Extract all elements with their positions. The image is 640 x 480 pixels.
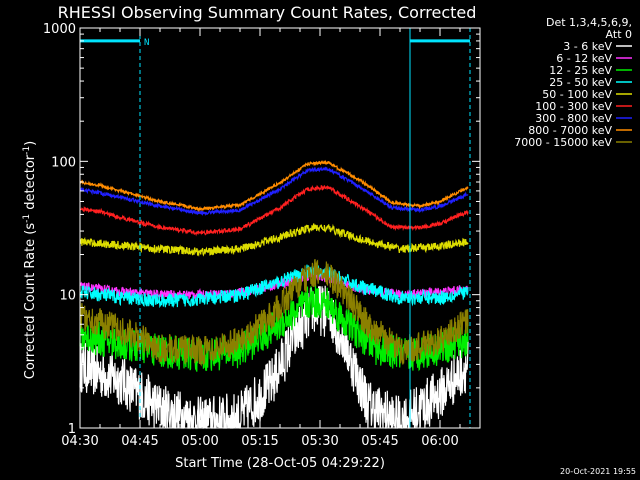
x-tick-label: 06:00	[421, 434, 458, 449]
legend-entry-label: 25 - 50 keV	[549, 76, 612, 89]
legend-header: Det 1,3,4,5,6,9,	[546, 16, 632, 29]
y-tick-label: 100	[51, 155, 76, 170]
y-axis-label-sup1: -1	[22, 214, 32, 223]
legend-entry-label: 6 - 12 keV	[556, 52, 612, 65]
y-axis-label-end: )	[23, 141, 38, 146]
x-tick-label: 05:00	[181, 434, 218, 449]
y-tick-label: 1	[68, 422, 76, 437]
legend-entry-label: 300 - 800 keV	[535, 112, 612, 125]
chart-title: RHESSI Observing Summary Count Rates, Co…	[58, 3, 477, 22]
series-line	[79, 264, 469, 309]
y-axis-label-main: Corrected Count Rate (s	[23, 223, 38, 380]
series-line	[79, 184, 469, 237]
x-tick-label: 05:45	[361, 434, 398, 449]
legend-header: Att 0	[606, 28, 632, 41]
series-line	[79, 223, 469, 257]
legend-entry-label: 12 - 25 keV	[549, 64, 612, 77]
series-line	[79, 166, 469, 217]
series-line	[79, 159, 469, 213]
y-axis-label-mid: detector	[23, 154, 38, 214]
footer-timestamp: 20-Oct-2021 19:55	[560, 467, 636, 476]
legend-entry-label: 7000 - 15000 keV	[514, 136, 612, 149]
y-axis-label: Corrected Count Rate (s-1 detector-1)	[22, 141, 38, 379]
axes-layer: 1 10 100 1000 04:30 04:45 05:00 05:15 05:30 05:45…	[43, 22, 481, 449]
series-layer	[79, 159, 469, 429]
legend-entry-label: 50 - 100 keV	[542, 88, 612, 101]
y-tick-label: 1000	[43, 22, 76, 37]
x-tick-label: 05:15	[241, 434, 278, 449]
night-bar-label: N	[144, 38, 149, 48]
y-tick-label: 10	[59, 289, 76, 304]
legend-entry-label: 3 - 6 keV	[563, 40, 612, 53]
x-tick-label: 04:45	[121, 434, 158, 449]
legend-entry-label: 100 - 300 keV	[535, 100, 612, 113]
x-tick-label: 04:30	[61, 434, 98, 449]
series-line	[79, 259, 469, 367]
x-tick-label: 05:30	[301, 434, 338, 449]
y-axis-label-sup2: -1	[22, 146, 32, 155]
legend-entry-label: 800 - 7000 keV	[528, 124, 612, 137]
series-line	[79, 285, 469, 429]
x-axis-label: Start Time (28-Oct-05 04:29:22)	[175, 456, 385, 471]
